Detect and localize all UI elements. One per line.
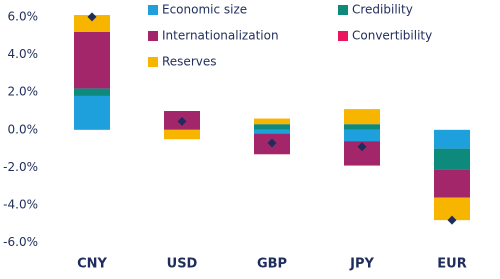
bar-segment <box>74 31 110 89</box>
y-tick-label: -2.0% <box>3 160 38 174</box>
total-marker <box>447 215 457 225</box>
total-marker <box>87 12 97 22</box>
total-marker <box>357 142 367 152</box>
legend-swatch <box>148 57 158 67</box>
bar-segment <box>434 169 470 198</box>
legend-swatch <box>338 31 348 41</box>
y-tick-label: 6.0% <box>8 9 39 23</box>
x-tick-label: CNY <box>77 257 107 272</box>
total-marker <box>177 116 187 126</box>
y-tick-label: 2.0% <box>8 85 39 99</box>
legend-swatch <box>338 5 348 15</box>
bar-segment <box>344 129 380 142</box>
x-tick-label: EUR <box>437 257 466 272</box>
x-tick-label: GBP <box>257 257 287 272</box>
bar-segment <box>254 118 290 125</box>
bar-segment <box>434 197 470 221</box>
legend-label: Reserves <box>162 55 217 69</box>
y-tick-label: 4.0% <box>8 47 39 61</box>
legend-label: Convertibility <box>352 29 432 43</box>
legend-swatch <box>148 5 158 15</box>
bar-segment <box>434 148 470 170</box>
bar-segment <box>344 124 380 130</box>
bar-segment <box>254 129 290 134</box>
bar-segment <box>434 129 470 149</box>
bar-segment <box>344 109 380 125</box>
legend-label: Economic size <box>162 3 247 17</box>
x-tick-label: JPY <box>349 257 374 272</box>
bar-segment <box>74 15 110 32</box>
y-tick-label: -6.0% <box>3 235 38 249</box>
y-tick-label: -4.0% <box>3 198 38 212</box>
legend-label: Internationalization <box>162 29 279 43</box>
bar-segment <box>74 88 110 96</box>
bar-segment <box>254 124 290 130</box>
total-marker <box>267 138 277 148</box>
bar-segment <box>74 95 110 130</box>
bar-segment <box>164 129 200 140</box>
legend-swatch <box>148 31 158 41</box>
x-tick-label: USD <box>167 257 198 272</box>
legend-label: Credibility <box>352 3 413 17</box>
y-tick-label: 0.0% <box>8 122 39 136</box>
